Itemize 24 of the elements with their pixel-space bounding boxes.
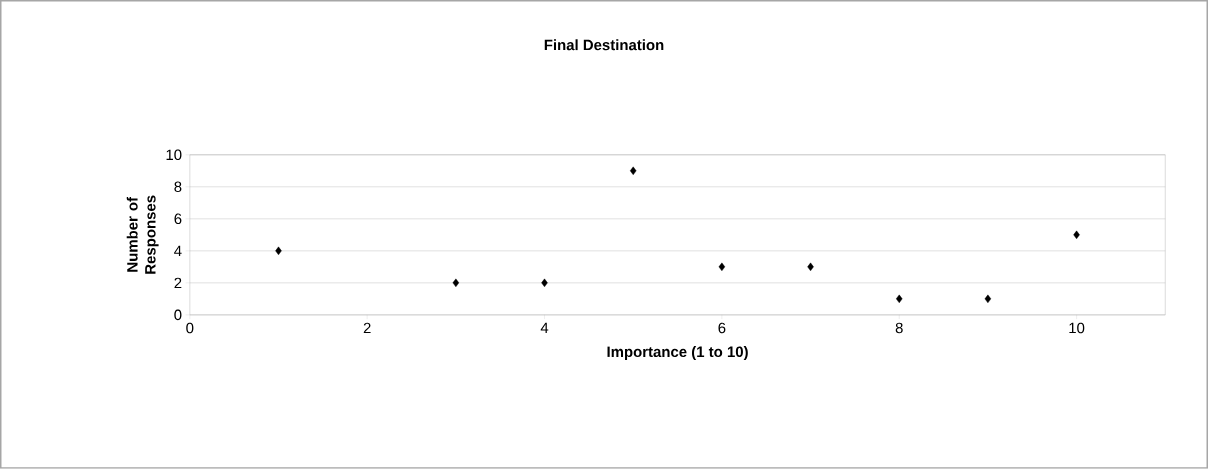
point bbox=[896, 294, 903, 304]
y-tick-label: 8 bbox=[174, 181, 182, 193]
y-tick-label: 0 bbox=[174, 309, 182, 321]
point bbox=[630, 166, 637, 176]
point bbox=[718, 262, 726, 272]
point bbox=[807, 262, 814, 272]
x-tick-label: 4 bbox=[540, 322, 549, 334]
x-tick-label: 8 bbox=[895, 322, 903, 334]
y-axis-title: Number of Responses bbox=[126, 195, 159, 274]
y-tick-label: 2 bbox=[174, 277, 182, 289]
x-axis-title: Importance (1 to 10) bbox=[607, 346, 748, 361]
point bbox=[984, 294, 992, 304]
y-tick-label: 4 bbox=[174, 245, 182, 257]
x-tick-label: 0 bbox=[186, 322, 194, 334]
x-tick-label: 2 bbox=[363, 322, 371, 334]
x-tick-label: 6 bbox=[718, 322, 726, 334]
y-tick-label: 6 bbox=[174, 213, 182, 225]
point bbox=[275, 246, 282, 256]
y-tick-label: 10 bbox=[166, 149, 182, 161]
point bbox=[452, 278, 460, 288]
chart-title: Final Destination bbox=[544, 39, 664, 51]
point bbox=[1073, 230, 1080, 240]
x-tick-label: 10 bbox=[1069, 322, 1085, 334]
point bbox=[541, 278, 548, 288]
